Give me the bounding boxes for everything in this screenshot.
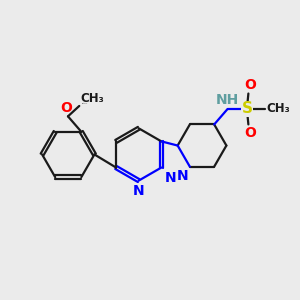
Text: O: O: [244, 126, 256, 140]
Text: N: N: [164, 170, 176, 184]
Text: N: N: [177, 169, 188, 183]
Text: S: S: [242, 101, 252, 116]
Text: NH: NH: [216, 93, 239, 106]
Text: O: O: [61, 100, 72, 115]
Text: N: N: [133, 184, 145, 198]
Text: methoxy: methoxy: [82, 103, 88, 104]
Text: O: O: [244, 78, 256, 92]
Text: CH₃: CH₃: [81, 92, 104, 105]
Text: CH₃: CH₃: [267, 103, 291, 116]
